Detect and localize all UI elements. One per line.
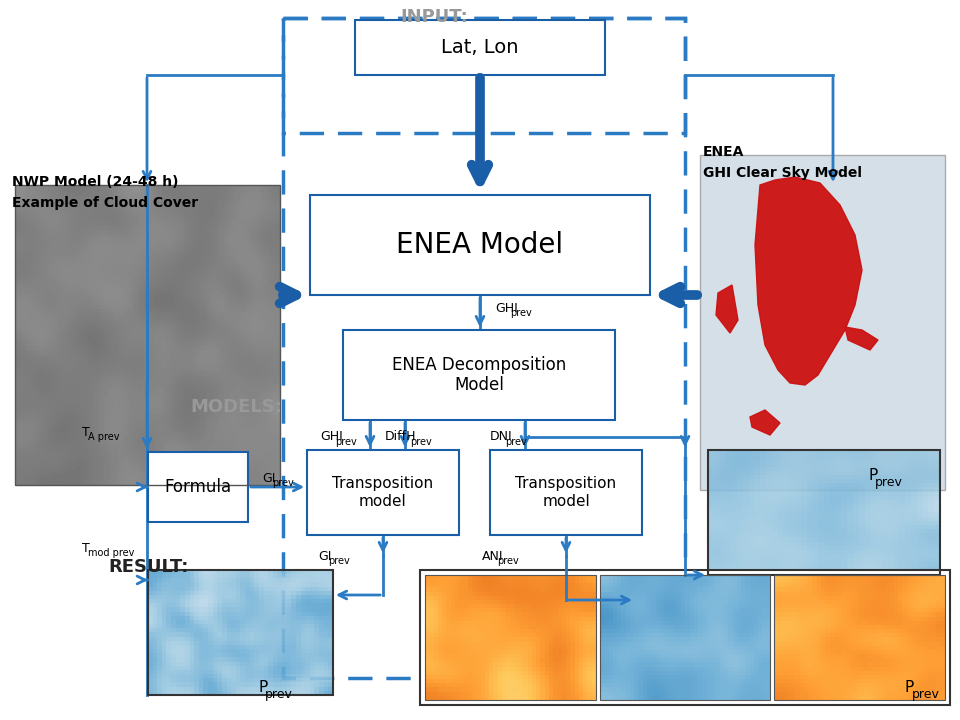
Text: GI: GI	[262, 472, 276, 485]
Text: prev: prev	[875, 475, 902, 489]
Bar	[490, 450, 642, 535]
Text: prev: prev	[410, 437, 432, 447]
Bar	[15, 185, 280, 485]
Text: Transposition
model: Transposition model	[332, 477, 434, 509]
Text: P: P	[905, 680, 914, 696]
Text: INPUT:: INPUT:	[400, 8, 468, 26]
Text: Formula: Formula	[164, 478, 231, 496]
Text: A prev: A prev	[87, 432, 119, 442]
Bar	[600, 575, 770, 700]
Polygon shape	[755, 177, 862, 385]
Bar	[775, 575, 945, 700]
Text: NWP Model (24-48 h)
Example of Cloud Cover: NWP Model (24-48 h) Example of Cloud Cov…	[12, 175, 198, 210]
Text: Lat, Lon: Lat, Lon	[442, 38, 518, 57]
Text: RESULT:: RESULT:	[108, 558, 188, 576]
Text: T: T	[82, 541, 89, 554]
Polygon shape	[716, 285, 738, 333]
Text: prev: prev	[265, 688, 293, 701]
Text: prev: prev	[497, 556, 519, 566]
Polygon shape	[750, 410, 780, 435]
Text: prev: prev	[912, 688, 940, 701]
Bar	[148, 452, 248, 522]
Text: DNI: DNI	[490, 431, 513, 444]
Text: DiffH: DiffH	[385, 431, 417, 444]
Bar	[425, 575, 595, 700]
Bar	[307, 450, 459, 535]
Text: prev: prev	[511, 308, 532, 318]
Text: T: T	[82, 426, 89, 438]
Text: P: P	[868, 469, 877, 484]
Bar	[700, 155, 945, 490]
Text: ENEA
GHI Clear Sky Model: ENEA GHI Clear Sky Model	[703, 145, 862, 179]
Bar	[355, 20, 605, 75]
Text: GHI: GHI	[495, 302, 517, 315]
Text: ENEA Decomposition
Model: ENEA Decomposition Model	[392, 356, 566, 395]
Text: Transposition
model: Transposition model	[516, 477, 616, 509]
Text: P: P	[258, 680, 267, 696]
Text: GHI: GHI	[320, 431, 343, 444]
Text: GI: GI	[318, 549, 331, 562]
Bar	[310, 195, 650, 295]
Text: prev: prev	[273, 478, 295, 488]
Text: prev: prev	[328, 556, 350, 566]
Bar	[343, 330, 615, 420]
Text: prev: prev	[335, 437, 357, 447]
Text: mod prev: mod prev	[87, 548, 134, 558]
Text: ENEA Model: ENEA Model	[396, 231, 564, 259]
Bar	[283, 18, 685, 133]
Text: MODELS:: MODELS:	[190, 398, 282, 416]
Text: prev: prev	[505, 437, 527, 447]
Bar	[148, 570, 333, 695]
Bar	[283, 18, 685, 678]
Polygon shape	[845, 327, 878, 350]
Bar	[708, 450, 940, 575]
Bar	[420, 570, 950, 705]
Text: ANI: ANI	[482, 549, 503, 562]
